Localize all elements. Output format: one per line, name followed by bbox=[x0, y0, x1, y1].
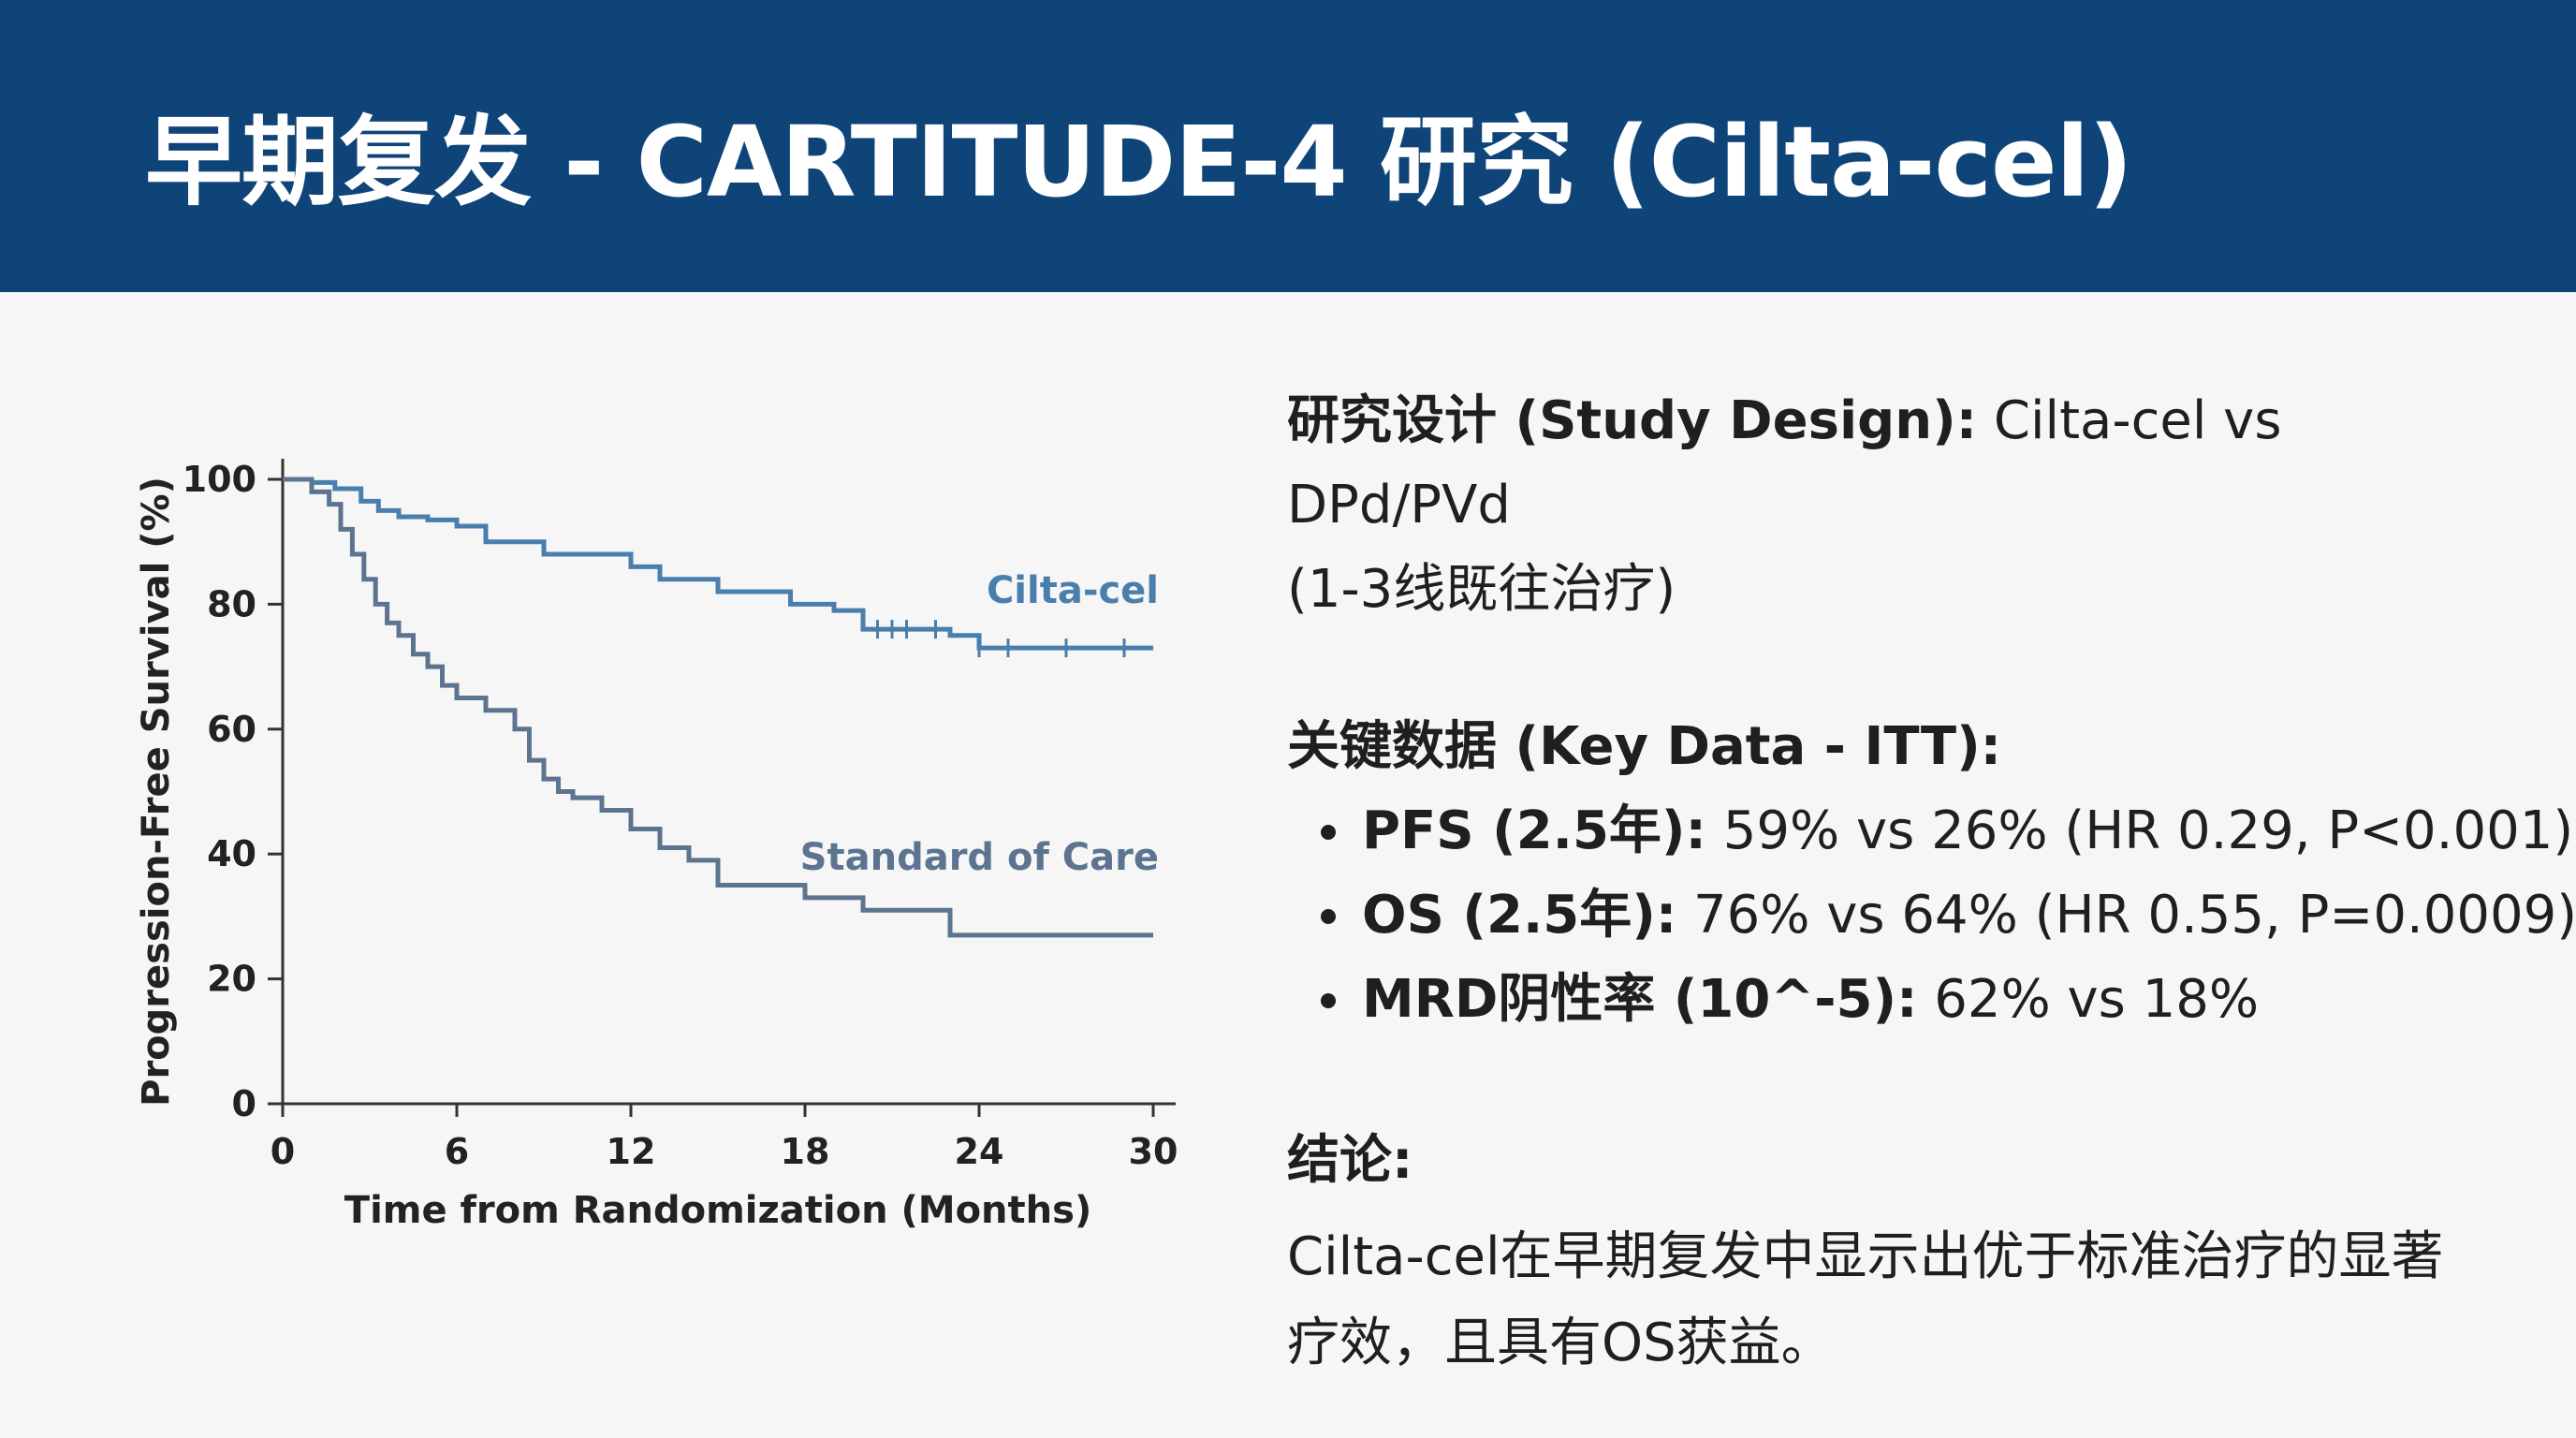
x-axis-title: Time from Randomization (Months) bbox=[344, 1189, 1091, 1232]
y-tick-label: 0 bbox=[232, 1083, 256, 1124]
series-label: Cilta-cel bbox=[987, 569, 1159, 612]
key-data-section: 关键数据 (Key Data - ITT): PFS (2.5年): 59% v… bbox=[1287, 705, 2576, 1042]
conclusion-label: 结论: bbox=[1287, 1130, 1413, 1191]
x-tick-label: 6 bbox=[445, 1131, 469, 1172]
x-tick-label: 12 bbox=[607, 1131, 656, 1172]
bullet-value: 76% vs 64% (HR 0.55, P=0.0009) bbox=[1676, 885, 2576, 946]
bullet-pfs: PFS (2.5年): 59% vs 26% (HR 0.29, P<0.001… bbox=[1287, 789, 2573, 873]
y-tick-label: 60 bbox=[207, 709, 256, 750]
y-axis-title: Progression-Free Survival (%) bbox=[135, 477, 178, 1107]
design-section: 研究设计 (Study Design): Cilta-cel vs DPd/PV… bbox=[1287, 379, 2504, 632]
x-tick-label: 18 bbox=[781, 1131, 830, 1172]
design-label: 研究设计 (Study Design): bbox=[1287, 390, 1978, 451]
series-line-cilta-cel bbox=[283, 477, 1153, 651]
bullet-value: 62% vs 18% bbox=[1917, 969, 2260, 1030]
design-value: Cilta-cel vs DPd/PVd bbox=[1287, 390, 2282, 536]
bullet-label: MRD阴性率 (10^-5): bbox=[1362, 969, 1918, 1030]
chart-series bbox=[283, 477, 1153, 938]
key-data-label: 关键数据 (Key Data - ITT): bbox=[1287, 716, 2002, 777]
conclusion-text: Cilta-cel在早期复发中显示出优于标准治疗的显著 疗效，且具有OS获益。 bbox=[1287, 1214, 2504, 1387]
key-data-list: PFS (2.5年): 59% vs 26% (HR 0.29, P<0.001… bbox=[1287, 789, 2576, 1042]
conclusion-line1: Cilta-cel在早期复发中显示出优于标准治疗的显著 bbox=[1287, 1226, 2444, 1287]
x-tick-label: 30 bbox=[1129, 1131, 1178, 1172]
y-tick-label: 100 bbox=[183, 459, 256, 500]
chart-labels: 0 20 40 60 80 100 0 6 12 18 24 30 Time from Randomiz… bbox=[135, 459, 1178, 1232]
bullet-value: 59% vs 26% (HR 0.29, P<0.001) bbox=[1705, 800, 2574, 861]
bullet-mrd: MRD阴性率 (10^-5): 62% vs 18% bbox=[1287, 958, 2504, 1042]
design-line2: (1-3线既往治疗) bbox=[1287, 559, 1676, 620]
info-panel: 研究设计 (Study Design): Cilta-cel vs DPd/PV… bbox=[1287, 379, 2576, 1387]
conclusion-section: 结论: Cilta-cel在早期复发中显示出优于标准治疗的显著 疗效，且具有OS… bbox=[1287, 1119, 2504, 1387]
y-tick-label: 40 bbox=[207, 833, 256, 874]
series-line-standard-of-care bbox=[283, 477, 1153, 938]
x-tick-label: 24 bbox=[955, 1131, 1004, 1172]
y-tick-label: 20 bbox=[207, 959, 256, 1000]
y-tick-label: 80 bbox=[207, 583, 256, 624]
series-label: Standard of Care bbox=[800, 836, 1159, 879]
bullet-label: PFS (2.5年): bbox=[1362, 800, 1706, 861]
conclusion-line2: 疗效，且具有OS获益。 bbox=[1287, 1313, 1834, 1373]
chart-axes bbox=[268, 459, 1176, 1117]
x-tick-label: 0 bbox=[271, 1131, 295, 1172]
slide-title: 早期复发 - CARTITUDE-4 研究 (Cilta-cel) bbox=[145, 105, 2133, 219]
bullet-label: OS (2.5年): bbox=[1362, 885, 1677, 946]
bullet-os: OS (2.5年): 76% vs 64% (HR 0.55, P=0.0009… bbox=[1287, 873, 2576, 958]
header-bar: 早期复发 - CARTITUDE-4 研究 (Cilta-cel) bbox=[0, 0, 2576, 292]
